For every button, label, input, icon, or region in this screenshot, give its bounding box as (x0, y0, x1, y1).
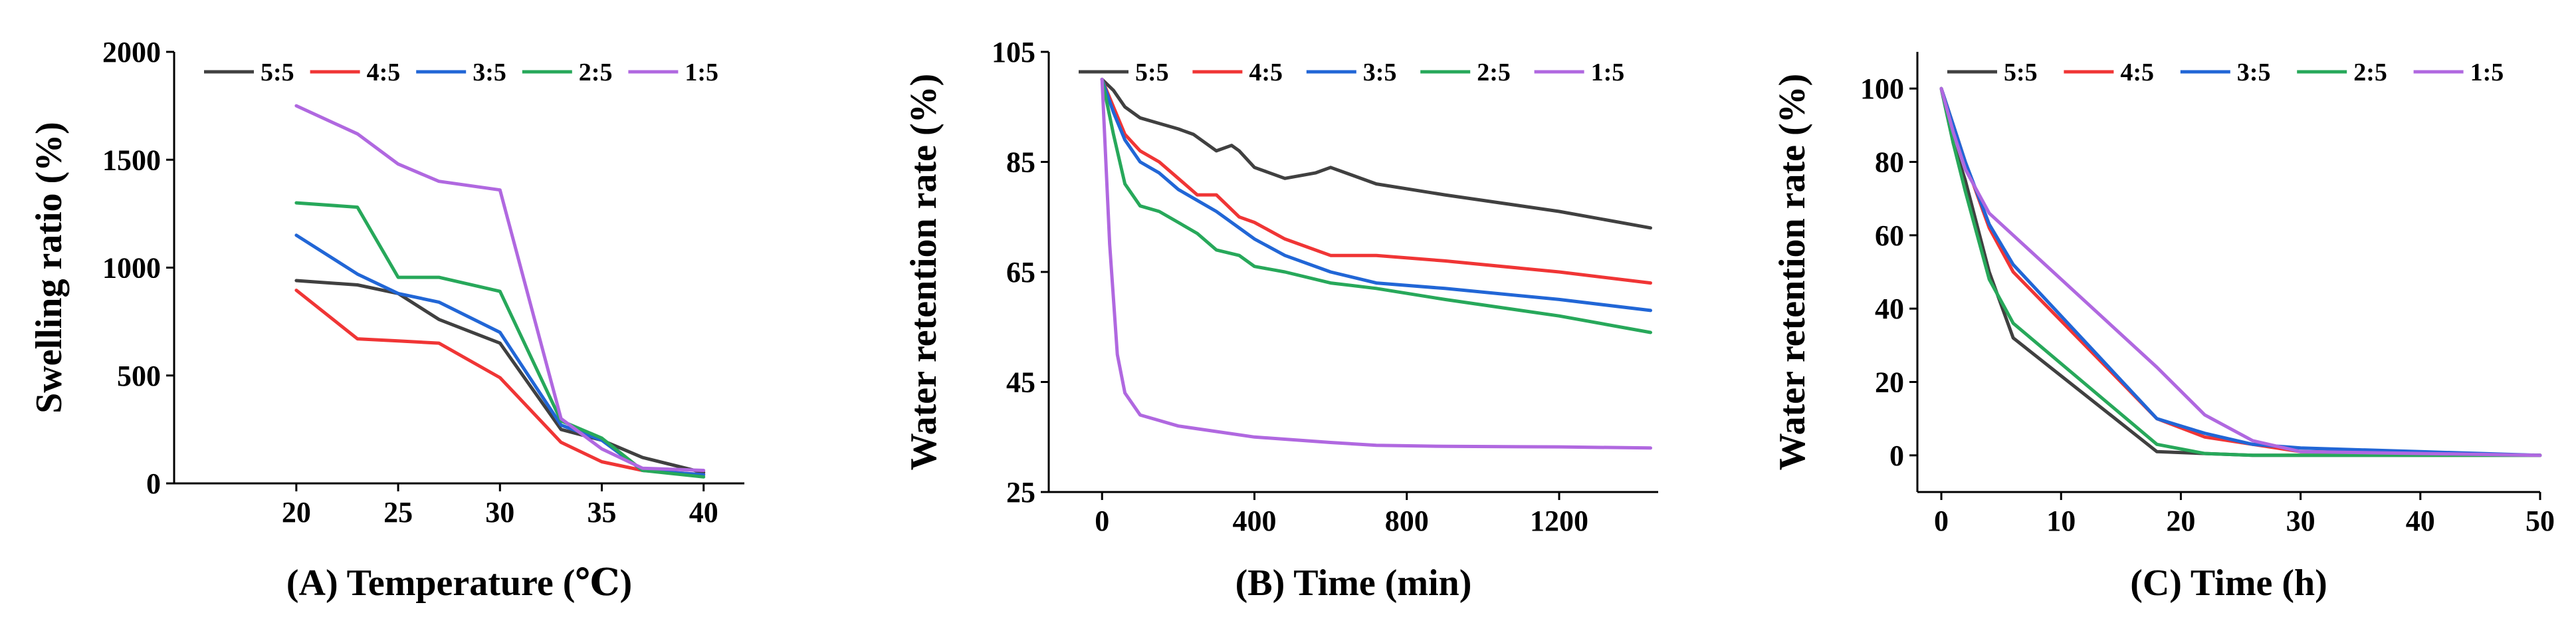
x-tick-label-c: 40 (2406, 505, 2435, 537)
panel-a: 20 25 30 35 40 0 500 1000 1500 2000 (A) Temperatur… (29, 36, 744, 604)
x-tick-label-a: 35 (588, 496, 617, 529)
legend-label-a-1-5: 1:5 (685, 59, 718, 86)
panel-c: 0 10 20 30 40 50 0 20 40 60 80 100 (C) Time (h) Water… (1772, 52, 2555, 604)
series-line-b-5-5 (1100, 77, 1652, 230)
y-axis-title-b: Water retention rate (%) (903, 74, 944, 471)
y-tick-label-c: 40 (1875, 293, 1904, 325)
x-axis-title-c: (C) Time (h) (2130, 562, 2327, 604)
y-tick-label-a: 1500 (102, 144, 161, 176)
legend-label-b-5-5: 5:5 (1135, 59, 1169, 86)
x-tick-label-c: 30 (2286, 505, 2315, 537)
legend-label-b-2-5: 2:5 (1477, 59, 1511, 86)
series-line-c-1-5 (1939, 86, 2542, 457)
legend-label-b-4-5: 4:5 (1249, 59, 1283, 86)
y-tick-label-a: 500 (117, 360, 161, 392)
x-tick-label-c: 50 (2525, 505, 2555, 537)
y-axis-title-c: Water retention rate (%) (1772, 74, 1813, 471)
x-tick-label-b: 800 (1385, 505, 1429, 537)
legend-label-c-4-5: 4:5 (2120, 59, 2154, 86)
series-line-c-3-5 (1939, 86, 2542, 457)
x-tick-label-a: 20 (282, 496, 311, 529)
series-line-a-4-5 (294, 289, 706, 477)
x-tick-label-a: 25 (383, 496, 413, 529)
series-line-c-2-5 (1939, 86, 2542, 457)
y-tick-label-b: 105 (992, 36, 1035, 68)
series-line-b-4-5 (1100, 77, 1652, 285)
y-tick-label-b: 25 (1006, 476, 1035, 509)
series-line-b-3-5 (1100, 77, 1652, 312)
y-tick-label-a: 2000 (102, 36, 161, 68)
y-tick-label-a: 1000 (102, 252, 161, 285)
x-axis-title-a: (A) Temperature (℃) (286, 562, 632, 604)
y-tick-label-a: 0 (146, 467, 161, 500)
y-tick-label-c: 20 (1875, 366, 1904, 399)
x-axis-title-b: (B) Time (min) (1235, 562, 1472, 604)
legend-label-c-5-5: 5:5 (2004, 59, 2038, 86)
y-tick-label-c: 60 (1875, 219, 1904, 252)
legend-label-c-3-5: 3:5 (2237, 59, 2271, 86)
x-tick-label-b: 0 (1095, 505, 1109, 537)
legend-label-a-5-5: 5:5 (261, 59, 294, 86)
series-line-c-4-5 (1939, 86, 2542, 457)
series-line-a-2-5 (294, 201, 706, 479)
series-line-a-5-5 (294, 279, 706, 475)
x-tick-label-c: 0 (1934, 505, 1949, 537)
x-tick-label-c: 20 (2166, 505, 2195, 537)
panel-b: 0 400 800 1200 25 45 65 85 105 (B) Time (min) Wate… (903, 36, 1658, 604)
series-line-b-2-5 (1100, 77, 1652, 334)
series-line-a-3-5 (294, 233, 706, 477)
y-tick-label-b: 85 (1006, 146, 1035, 179)
series-line-c-5-5 (1939, 86, 2542, 457)
series-line-b-1-5 (1100, 77, 1652, 450)
x-tick-label-c: 10 (2046, 505, 2076, 537)
x-tick-label-b: 400 (1232, 505, 1276, 537)
y-tick-label-b: 45 (1006, 366, 1035, 399)
y-tick-label-c: 80 (1875, 146, 1904, 179)
legend-label-a-2-5: 2:5 (579, 59, 613, 86)
y-tick-label-c: 0 (1889, 439, 1904, 472)
y-axis-title-a: Swelling ratio (%) (29, 122, 70, 414)
x-tick-label-a: 30 (485, 496, 514, 529)
legend-label-c-1-5: 1:5 (2470, 59, 2504, 86)
legend-label-a-3-5: 3:5 (473, 59, 506, 86)
legend-label-b-3-5: 3:5 (1363, 59, 1397, 86)
x-tick-label-a: 40 (689, 496, 718, 529)
legend-label-b-1-5: 1:5 (1591, 59, 1625, 86)
legend-label-a-4-5: 4:5 (367, 59, 401, 86)
series-line-a-1-5 (294, 104, 706, 472)
y-tick-label-b: 65 (1006, 256, 1035, 289)
y-tick-label-c: 100 (1860, 72, 1904, 105)
x-tick-label-b: 1200 (1530, 505, 1588, 537)
legend-label-c-2-5: 2:5 (2353, 59, 2387, 86)
